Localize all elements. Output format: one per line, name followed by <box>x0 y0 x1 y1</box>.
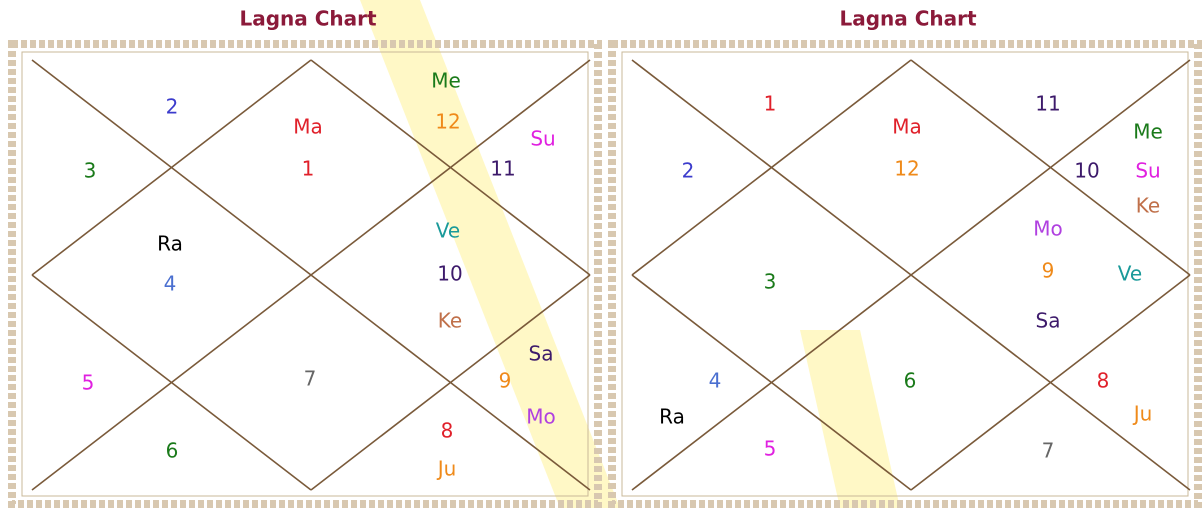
chart-label: 12 <box>435 110 460 134</box>
chart-label: 10 <box>437 262 462 286</box>
chart-label: 3 <box>84 159 97 183</box>
chart-label: 2 <box>166 95 179 119</box>
watermark <box>800 330 900 508</box>
chart-label: 9 <box>1042 259 1055 283</box>
chart-label: 5 <box>82 371 95 395</box>
chart-label: Ra <box>157 232 183 256</box>
chart-label: Su <box>530 127 555 151</box>
chart-label: Ma <box>892 115 922 139</box>
chart-label: 6 <box>166 439 179 463</box>
chart-label: 12 <box>894 157 919 181</box>
chart-label: 8 <box>441 419 454 443</box>
chart-label: Ke <box>438 309 462 333</box>
chart-label: 1 <box>764 92 777 116</box>
chart-label: Ve <box>1118 262 1142 286</box>
chart-label: Ma <box>293 115 323 139</box>
chart-label: 1 <box>302 157 315 181</box>
chart-label: 7 <box>1042 439 1055 463</box>
chart-label: 2 <box>682 159 695 183</box>
chart-label: 7 <box>304 367 317 391</box>
chart-label: Me <box>1133 120 1163 144</box>
chart-label: 11 <box>490 157 515 181</box>
chart-label: Ju <box>436 457 457 481</box>
chart-label: Ve <box>436 219 460 243</box>
watermark <box>360 0 620 508</box>
chart-label: Sa <box>1036 309 1061 333</box>
chart-label: Ra <box>659 405 685 429</box>
chart-title: Lagna Chart <box>839 7 977 31</box>
chart-label: Ke <box>1136 194 1160 218</box>
chart-label: 6 <box>904 369 917 393</box>
chart-label: 4 <box>709 369 722 393</box>
chart-label: 3 <box>764 270 777 294</box>
kundli-page: Lagna ChartMe12Ma1Su1123Ra4Ve10Ke7Sa9Mo5… <box>0 0 1204 508</box>
chart-title: Lagna Chart <box>239 7 377 31</box>
chart-label: Ju <box>1132 402 1153 426</box>
chart-label: 5 <box>764 437 777 461</box>
chart-label: 4 <box>164 272 177 296</box>
chart-label: 8 <box>1097 369 1110 393</box>
chart-label: Mo <box>526 405 556 429</box>
chart-label: Su <box>1135 159 1160 183</box>
chart-label: 9 <box>499 369 512 393</box>
chart-label: 10 <box>1074 159 1099 183</box>
chart-label: Sa <box>529 342 554 366</box>
chart-label: Me <box>431 69 461 93</box>
chart-label: Mo <box>1033 217 1063 241</box>
chart-label: 11 <box>1035 92 1060 116</box>
